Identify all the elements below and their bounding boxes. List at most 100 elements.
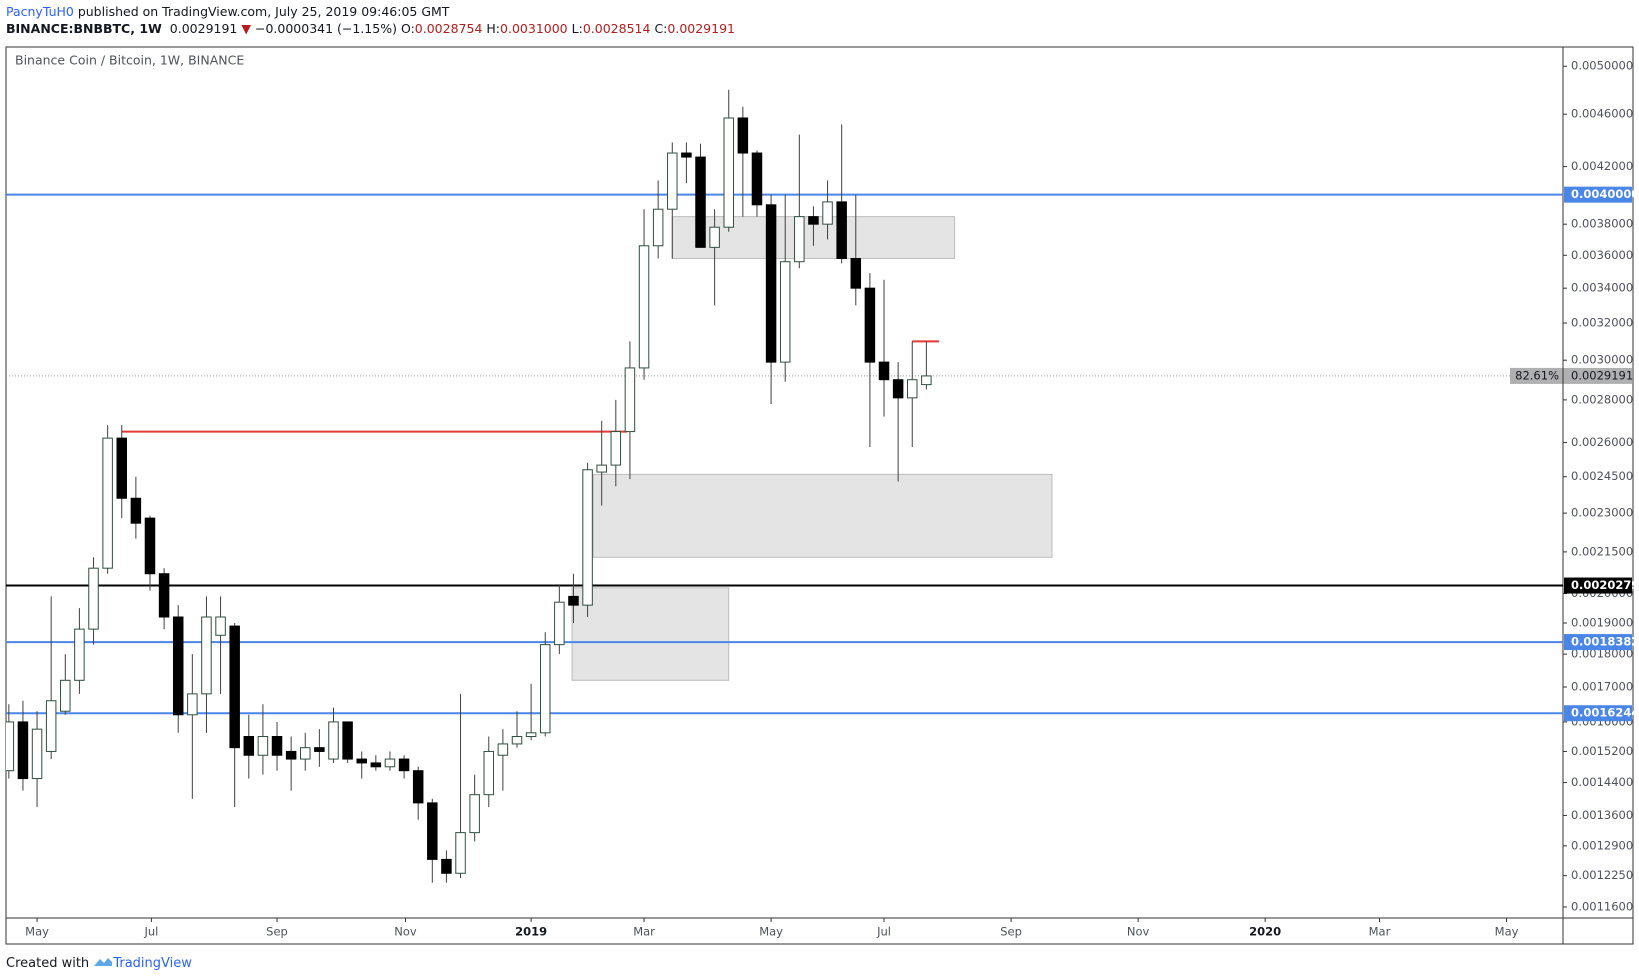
- candle-body: [158, 573, 170, 618]
- price-label-bg: [1510, 367, 1632, 384]
- candle-body: [398, 758, 410, 772]
- x-tick-label: Sep: [266, 925, 288, 939]
- line-label-bg: [1564, 634, 1632, 651]
- candle-body: [638, 245, 650, 369]
- y-tick-label: 0.0017000: [1571, 680, 1633, 694]
- down-arrow: ▼: [241, 21, 251, 36]
- candle-body: [469, 794, 480, 834]
- candle-body: [201, 616, 212, 695]
- y-tick-label: 0.0046000: [1571, 107, 1633, 121]
- y-tick-label: 0.0018000: [1571, 647, 1633, 661]
- candle-body: [921, 375, 932, 386]
- candle-body: [314, 747, 325, 752]
- candle-body: [765, 204, 777, 363]
- ohlc-label: H:: [486, 21, 501, 36]
- line-label-bg: [1564, 705, 1632, 722]
- logo-shape: [94, 958, 113, 966]
- y-tick-label: 0.0034000: [1571, 281, 1633, 295]
- logo: [94, 958, 113, 966]
- line-label: 0.0016244: [1571, 706, 1639, 720]
- candle-body: [229, 625, 240, 749]
- x-tick-label: May: [25, 925, 49, 939]
- y-tick-label: 0.0014400: [1571, 775, 1633, 789]
- created: Created with: [6, 956, 90, 971]
- candle-body: [850, 257, 862, 289]
- candle-body: [681, 152, 692, 158]
- x-tick-label: Nov: [1127, 925, 1150, 939]
- published: published on TradingView.com, July 25, 2…: [77, 4, 450, 19]
- candle-body: [342, 721, 353, 760]
- candle-body: [554, 601, 565, 646]
- candle-body: [172, 616, 184, 716]
- ohlc-label: O:: [400, 21, 415, 36]
- ohlc: O:0.0028754 H:0.0031000 L:0.0028514 C:0.002…: [401, 21, 739, 36]
- candle-body: [737, 117, 749, 154]
- line-label-bg: [1564, 186, 1632, 203]
- ohlc-value: 0.0031000: [500, 21, 568, 36]
- candle-body: [88, 567, 99, 630]
- candle-body: [215, 616, 226, 636]
- price-label: 0.0029191: [1571, 368, 1633, 382]
- candle-body: [652, 208, 664, 247]
- candle-body: [384, 758, 396, 768]
- candle-body: [596, 464, 607, 473]
- candle-body: [116, 437, 128, 499]
- x-tick-label: May: [1495, 925, 1519, 939]
- change: −0.0000341 (−1.15%): [254, 21, 397, 36]
- author[interactable]: PacnyTuH0: [6, 4, 74, 19]
- candle-body: [695, 156, 706, 248]
- x-tick-label: Nov: [394, 925, 417, 939]
- ohlc-label: L:: [571, 21, 583, 36]
- candle-body: [427, 802, 438, 860]
- x-tick-label: Mar: [1369, 925, 1391, 939]
- candle-body: [751, 152, 763, 206]
- ohlc-value: 0.0029191: [667, 21, 735, 36]
- candle-body: [483, 750, 495, 796]
- candle-body: [300, 747, 311, 760]
- candle-body: [144, 517, 156, 575]
- candle-body: [74, 628, 85, 681]
- candle-body: [836, 201, 847, 259]
- y-tick-label: 0.0026000: [1571, 435, 1633, 449]
- y-tick-label: 0.0011600: [1571, 899, 1633, 913]
- line-label: 0.0020279: [1571, 578, 1639, 592]
- x-tick-label: May: [759, 925, 783, 939]
- candle-body: [455, 832, 466, 874]
- x-tick-label: Mar: [633, 925, 655, 939]
- plot-area: [6, 89, 1563, 883]
- y-tick-label: 0.0012900: [1571, 838, 1633, 852]
- x-tick-label: Jul: [143, 925, 158, 939]
- price-percent: 82.61%: [1515, 368, 1559, 382]
- y-tick-label: 0.0021500: [1571, 544, 1633, 558]
- y-tick-label: 0.0032000: [1571, 316, 1633, 330]
- candle-body: [102, 437, 113, 569]
- y-tick-label: 0.0019000: [1571, 616, 1633, 630]
- brand[interactable]: TradingView: [113, 956, 192, 971]
- frame: [5, 46, 1634, 945]
- y-tick-label: 0.0042000: [1571, 159, 1633, 173]
- ohlc-value: 0.0028754: [414, 21, 483, 36]
- header-line-1: PacnyTuH0 published on TradingView.com, …: [6, 4, 449, 19]
- candle-body: [17, 721, 29, 780]
- y-tick-label: 0.0023000: [1571, 506, 1633, 520]
- candle-body: [60, 679, 71, 712]
- y-tick-label: 0.0024500: [1571, 469, 1633, 483]
- candle-body: [328, 721, 339, 760]
- y-tick-label: 0.0013600: [1571, 808, 1633, 822]
- candle-body: [582, 469, 593, 606]
- symbol: BINANCE:BNBBTC, 1W: [6, 21, 162, 36]
- candle-body: [441, 858, 452, 874]
- candle-body: [356, 758, 367, 764]
- y-tick-label: 0.0012250: [1571, 868, 1633, 882]
- candle-body: [257, 735, 269, 756]
- candle-body: [892, 379, 904, 399]
- candle-body: [243, 735, 255, 756]
- candle-body: [808, 216, 819, 225]
- candle-body: [779, 261, 791, 363]
- candle-body: [723, 117, 734, 228]
- y-tick-label: 0.0015200: [1571, 744, 1633, 758]
- x-tick-label: 2020: [1249, 925, 1281, 939]
- candle-body: [907, 379, 918, 399]
